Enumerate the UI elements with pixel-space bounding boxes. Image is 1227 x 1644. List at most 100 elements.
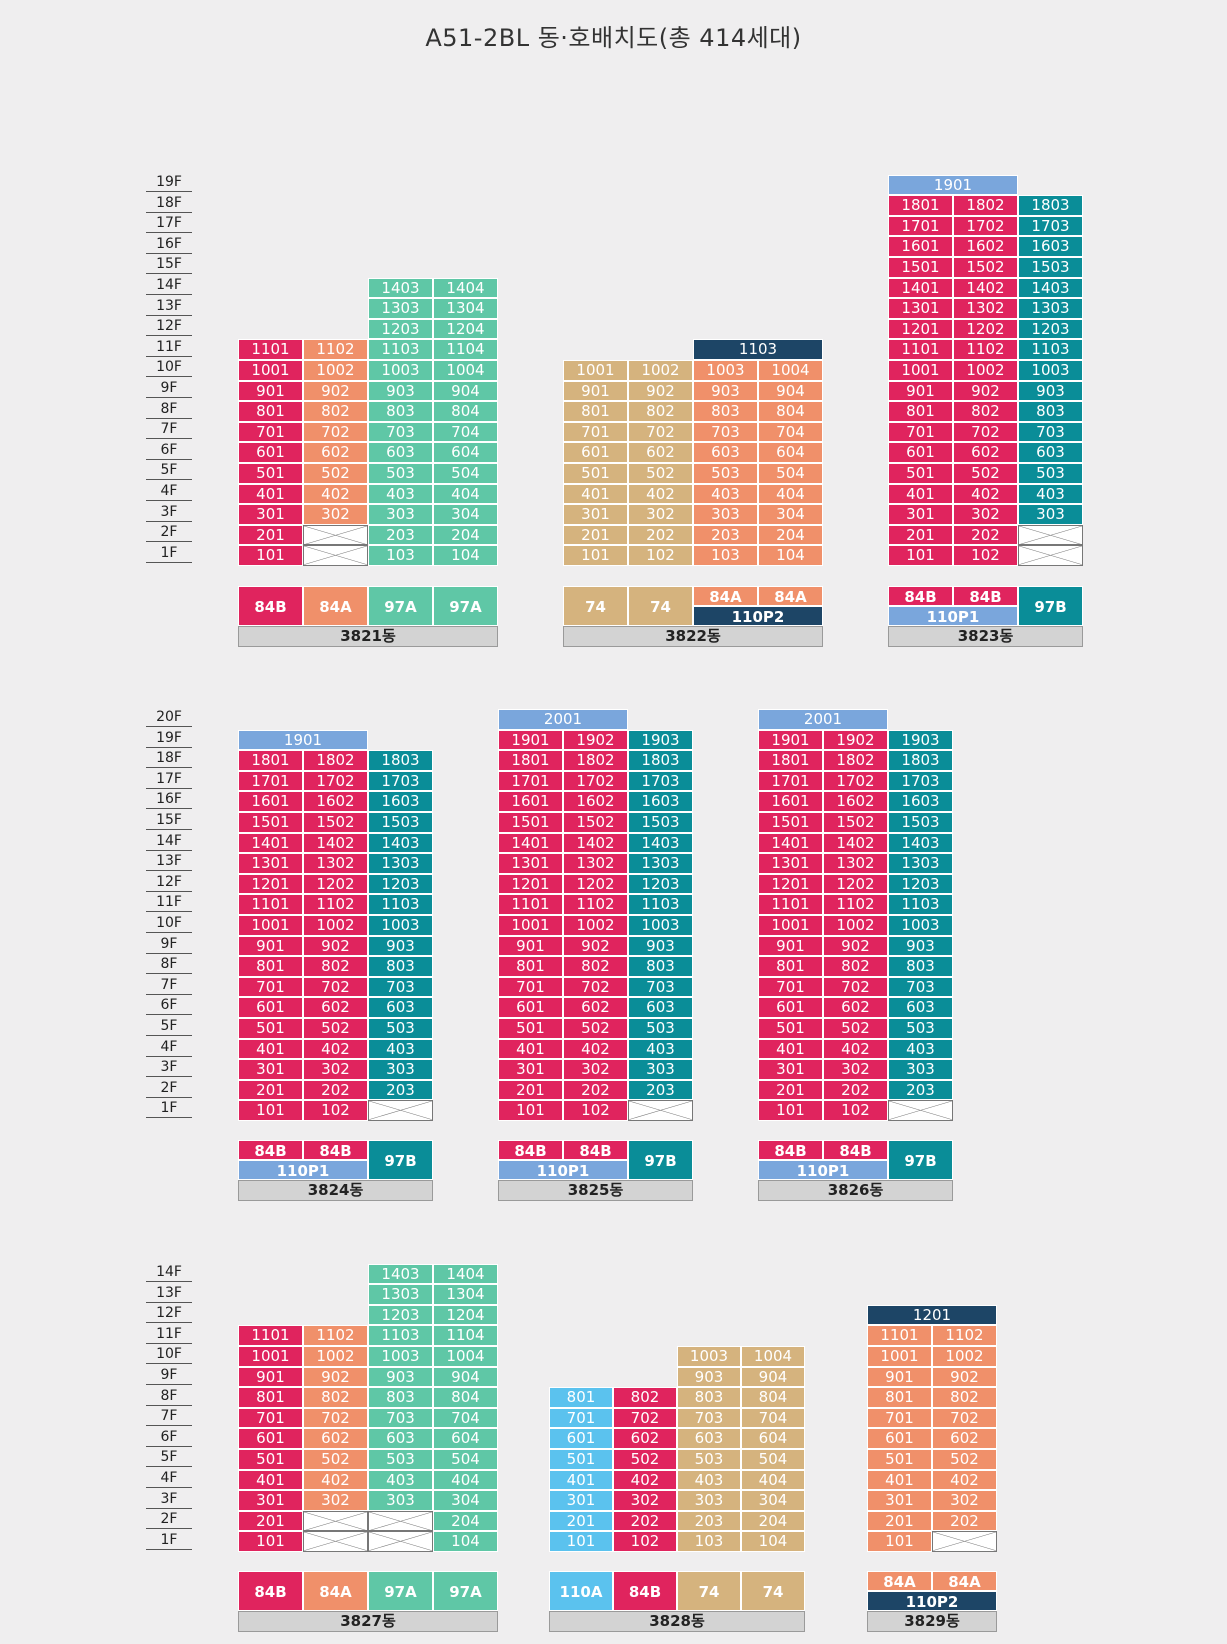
unit-cell: 1202 bbox=[823, 873, 888, 895]
unit-cell: 1002 bbox=[563, 915, 628, 936]
unit-cell: 1102 bbox=[823, 894, 888, 915]
unit-cell: 1002 bbox=[303, 360, 368, 381]
unit-cell: 202 bbox=[932, 1510, 997, 1532]
floor-label: 6F bbox=[146, 1427, 192, 1447]
unit-cell: 201 bbox=[563, 524, 628, 546]
floor-label: 16F bbox=[146, 789, 192, 810]
unit-cell: 702 bbox=[303, 421, 368, 443]
floor-label: 1F bbox=[146, 1530, 192, 1550]
unit-cell: 1103 bbox=[368, 894, 433, 915]
unit-cell: 503 bbox=[368, 1018, 433, 1039]
unit-cell: 1303 bbox=[1018, 298, 1083, 319]
unit-cell: 701 bbox=[867, 1407, 932, 1429]
empty-unit bbox=[303, 1531, 368, 1552]
unit-cell: 102 bbox=[563, 1100, 628, 1121]
penthouse-unit: 1201 bbox=[867, 1304, 997, 1326]
floor-label: 8F bbox=[146, 954, 192, 975]
floor-label: 5F bbox=[146, 1016, 192, 1036]
unit-cell: 1203 bbox=[628, 873, 693, 895]
unit-cell: 1201 bbox=[498, 873, 563, 895]
unit-cell: 802 bbox=[932, 1387, 997, 1408]
unit-cell: 901 bbox=[758, 935, 823, 957]
unit-cell: 903 bbox=[628, 935, 693, 957]
empty-unit bbox=[368, 1510, 433, 1532]
floor-label: 13F bbox=[146, 1283, 192, 1303]
unit-cell: 701 bbox=[238, 1407, 303, 1429]
type-legend: 97B bbox=[628, 1140, 693, 1180]
unit-cell: 101 bbox=[867, 1531, 932, 1552]
unit-cell: 1102 bbox=[563, 894, 628, 915]
unit-cell: 1702 bbox=[563, 770, 628, 792]
unit-cell: 103 bbox=[677, 1531, 741, 1552]
unit-cell: 1103 bbox=[368, 339, 433, 360]
unit-cell: 201 bbox=[867, 1510, 932, 1532]
unit-cell: 1201 bbox=[888, 318, 953, 340]
unit-cell: 502 bbox=[823, 1018, 888, 1039]
unit-cell: 201 bbox=[549, 1510, 613, 1532]
unit-cell: 401 bbox=[888, 483, 953, 505]
type-legend: 84A bbox=[303, 586, 368, 626]
unit-cell: 1702 bbox=[823, 770, 888, 792]
unit-cell: 702 bbox=[613, 1407, 677, 1429]
empty-unit bbox=[628, 1100, 693, 1121]
unit-cell: 1601 bbox=[888, 236, 953, 257]
building-name: 3827동 bbox=[238, 1611, 498, 1632]
unit-cell: 601 bbox=[238, 1428, 303, 1449]
unit-cell: 603 bbox=[677, 1428, 741, 1449]
unit-cell: 1702 bbox=[953, 215, 1018, 237]
floor-label: 10F bbox=[146, 357, 192, 378]
unit-cell: 401 bbox=[498, 1038, 563, 1060]
unit-cell: 1803 bbox=[368, 750, 433, 771]
unit-cell: 603 bbox=[368, 997, 433, 1018]
unit-cell: 1203 bbox=[368, 873, 433, 895]
unit-cell: 601 bbox=[549, 1428, 613, 1449]
unit-cell: 302 bbox=[932, 1490, 997, 1511]
unit-cell: 1101 bbox=[888, 339, 953, 360]
unit-cell: 303 bbox=[693, 504, 758, 525]
unit-cell: 904 bbox=[433, 380, 498, 402]
unit-cell: 304 bbox=[741, 1490, 805, 1511]
building-name: 3829동 bbox=[867, 1611, 997, 1632]
unit-cell: 702 bbox=[953, 421, 1018, 443]
unit-cell: 802 bbox=[303, 401, 368, 422]
floor-label: 15F bbox=[146, 810, 192, 830]
floor-label: 10F bbox=[146, 913, 192, 933]
unit-cell: 1502 bbox=[303, 812, 368, 833]
unit-cell: 1301 bbox=[238, 853, 303, 874]
unit-cell: 701 bbox=[238, 976, 303, 998]
unit-cell: 601 bbox=[888, 442, 953, 463]
unit-cell: 1304 bbox=[433, 1284, 498, 1305]
unit-cell: 604 bbox=[741, 1428, 805, 1449]
unit-cell: 803 bbox=[368, 401, 433, 422]
unit-cell: 1501 bbox=[238, 812, 303, 833]
unit-cell: 402 bbox=[303, 1469, 368, 1491]
unit-cell: 1202 bbox=[953, 318, 1018, 340]
unit-cell: 201 bbox=[498, 1079, 563, 1101]
unit-cell: 502 bbox=[303, 1018, 368, 1039]
floor-label: 14F bbox=[146, 275, 192, 295]
type-legend: 74 bbox=[628, 586, 693, 626]
unit-cell: 903 bbox=[1018, 380, 1083, 402]
unit-cell: 802 bbox=[303, 956, 368, 977]
unit-cell: 602 bbox=[303, 442, 368, 463]
unit-cell: 1303 bbox=[368, 1284, 433, 1305]
unit-cell: 301 bbox=[549, 1490, 613, 1511]
unit-cell: 401 bbox=[238, 1469, 303, 1491]
type-legend: 84B bbox=[823, 1140, 888, 1160]
unit-cell: 401 bbox=[549, 1469, 613, 1491]
unit-cell: 804 bbox=[433, 401, 498, 422]
unit-cell: 1004 bbox=[433, 360, 498, 381]
unit-cell: 1103 bbox=[1018, 339, 1083, 360]
unit-cell: 1001 bbox=[758, 915, 823, 936]
unit-cell: 1503 bbox=[368, 812, 433, 833]
unit-cell: 402 bbox=[613, 1469, 677, 1491]
floor-label: 1F bbox=[146, 543, 192, 563]
unit-cell: 901 bbox=[238, 1366, 303, 1388]
unit-cell: 901 bbox=[238, 380, 303, 402]
unit-cell: 202 bbox=[563, 1079, 628, 1101]
unit-cell: 801 bbox=[238, 1387, 303, 1408]
unit-cell: 201 bbox=[238, 1510, 303, 1532]
unit-cell: 303 bbox=[368, 504, 433, 525]
unit-cell: 404 bbox=[433, 1469, 498, 1491]
unit-cell: 302 bbox=[563, 1059, 628, 1080]
